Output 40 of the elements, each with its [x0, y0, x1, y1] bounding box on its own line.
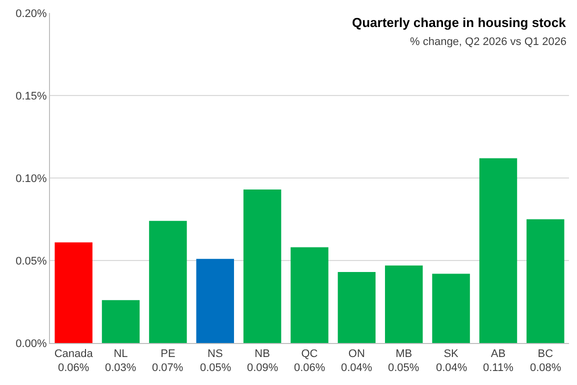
x-tick-label: AB: [490, 348, 506, 360]
bar: [149, 220, 187, 343]
x-tick-label: QC: [301, 348, 318, 360]
x-tick-label: Canada: [54, 348, 94, 360]
data-label: 0.06%: [294, 362, 326, 374]
bar: [338, 272, 376, 343]
x-tick-label: NL: [114, 348, 128, 360]
bar: [384, 265, 423, 343]
y-tick-label: 0.15%: [16, 90, 48, 102]
data-label: 0.06%: [58, 362, 90, 374]
data-label: 0.08%: [530, 362, 562, 374]
text: % change, Q2 2026 vs Q1 2026: [410, 36, 567, 48]
bar: [54, 242, 92, 343]
chart-title: Quarterly change in housing stock: [352, 15, 567, 30]
data-label: 0.04%: [436, 362, 468, 374]
bar: [243, 190, 282, 343]
x-tick-label: ON: [348, 348, 365, 360]
bar: [290, 247, 328, 343]
x-tick-label: SK: [444, 348, 460, 360]
y-tick-label: 0.20%: [16, 8, 48, 20]
y-tick-label: 0.10%: [16, 172, 48, 185]
x-tick-label: PE: [160, 348, 176, 360]
x-tick-label: NB: [254, 348, 270, 360]
bar: [526, 219, 564, 343]
data-label: 0.11%: [483, 362, 514, 374]
x-tick-label: BC: [538, 348, 554, 360]
x-tick-label: MB: [396, 348, 412, 360]
data-label: 0.05%: [388, 362, 420, 374]
bar: [102, 300, 140, 343]
data-label: 0.04%: [341, 362, 372, 374]
bar: [196, 258, 234, 343]
bar: [479, 158, 518, 343]
data-label: 0.05%: [200, 362, 232, 374]
data-label: 0.07%: [152, 362, 184, 374]
data-label: 0.09%: [247, 362, 278, 374]
bar: [432, 274, 470, 343]
y-tick-label: 0.00%: [16, 338, 48, 350]
data-label: 0.03%: [105, 362, 136, 374]
y-tick-label: 0.05%: [16, 255, 48, 268]
x-tick-label: NS: [208, 348, 223, 360]
